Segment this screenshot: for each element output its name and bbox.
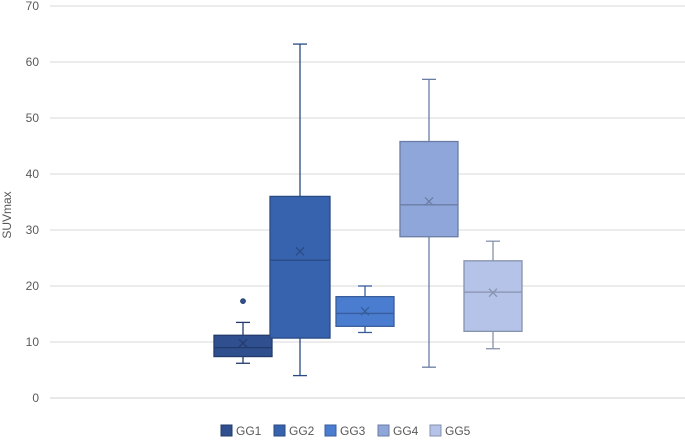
legend-label: GG1 bbox=[236, 424, 262, 438]
y-tick-label-20: 20 bbox=[26, 279, 40, 293]
y-tick-label-70: 70 bbox=[26, 0, 40, 13]
legend-swatch bbox=[429, 424, 442, 437]
box-iqr bbox=[463, 260, 523, 333]
legend-item-gg3: GG3 bbox=[324, 424, 366, 438]
box-iqr bbox=[269, 195, 331, 339]
y-tick-label-60: 60 bbox=[26, 55, 40, 69]
mean-marker-stroke-b bbox=[424, 197, 434, 206]
mean-marker-stroke-b bbox=[360, 306, 370, 316]
mean-marker bbox=[360, 306, 370, 316]
legend-label: GG2 bbox=[289, 424, 315, 438]
legend-item-gg5: GG5 bbox=[429, 424, 471, 438]
mean-marker bbox=[295, 246, 305, 256]
grid-lines bbox=[50, 5, 685, 399]
y-tick-label-30: 30 bbox=[26, 223, 40, 237]
mean-marker-stroke-b bbox=[488, 288, 498, 298]
legend-item-gg4: GG4 bbox=[377, 424, 419, 438]
legend-swatch bbox=[220, 424, 233, 437]
box-iqr bbox=[213, 334, 273, 358]
y-tick-label-50: 50 bbox=[26, 111, 40, 125]
y-axis-title: SUVmax bbox=[0, 191, 14, 238]
legend-label: GG4 bbox=[393, 424, 419, 438]
y-tick-label-0: 0 bbox=[32, 391, 39, 405]
box-iqr bbox=[399, 140, 459, 238]
legend: GG1 GG2 GG3 GG4 GG5 bbox=[220, 424, 471, 438]
legend-swatch bbox=[324, 424, 337, 437]
legend-label: GG3 bbox=[340, 424, 366, 438]
box-plots bbox=[213, 43, 523, 377]
outlier-point bbox=[240, 298, 246, 305]
legend-swatch bbox=[273, 424, 286, 437]
box-gg4 bbox=[399, 78, 459, 368]
box-gg2 bbox=[269, 43, 331, 377]
legend-label: GG5 bbox=[445, 424, 471, 438]
legend-item-gg1: GG1 bbox=[220, 424, 262, 438]
mean-marker-stroke-b bbox=[295, 246, 305, 256]
mean-marker bbox=[488, 288, 498, 298]
legend-swatch bbox=[377, 424, 390, 437]
mean-marker bbox=[238, 338, 248, 348]
box-gg3 bbox=[335, 285, 395, 334]
y-tick-labels: 0 10 20 30 40 50 60 70 bbox=[26, 0, 40, 405]
mean-marker-stroke-b bbox=[238, 338, 248, 348]
y-tick-label-10: 10 bbox=[26, 335, 40, 349]
mean-marker bbox=[424, 197, 434, 206]
box-gg5 bbox=[463, 240, 523, 350]
y-tick-label-40: 40 bbox=[26, 167, 40, 181]
box-gg1 bbox=[213, 298, 273, 364]
legend-item-gg2: GG2 bbox=[273, 424, 315, 438]
